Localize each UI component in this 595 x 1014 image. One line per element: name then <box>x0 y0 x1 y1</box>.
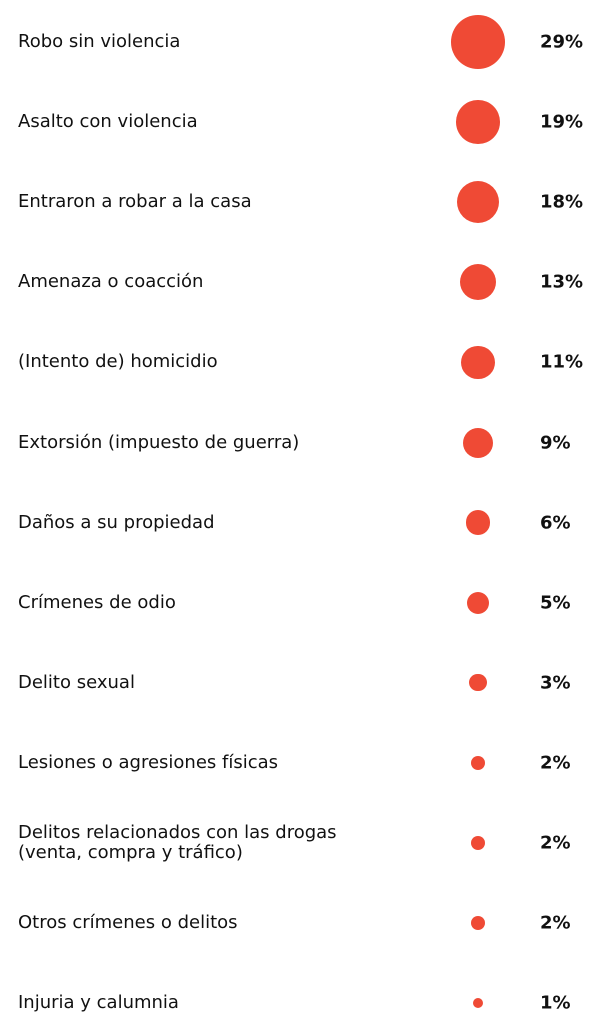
bubble <box>470 835 486 851</box>
category-label: Robo sin violencia <box>18 31 181 52</box>
category-label: Amenaza o coacción <box>18 271 204 293</box>
category-label: Entraron a robar a la casa <box>18 191 252 213</box>
value-label: 1% <box>540 992 571 1014</box>
bubble <box>465 510 491 535</box>
bubble <box>459 264 497 301</box>
value-label: 9% <box>540 432 571 453</box>
category-label: Extorsión (impuesto de guerra) <box>18 431 300 453</box>
value-label: 2% <box>540 912 571 934</box>
category-label: (Intento de) homicidio <box>18 351 218 373</box>
category-label: Otros crímenes o delitos <box>18 912 238 934</box>
category-label: Lesiones o agresiones físicas <box>18 751 279 773</box>
bubble <box>463 427 493 458</box>
value-label: 19% <box>540 111 584 133</box>
category-label: Injuria y calumnia <box>18 992 179 1014</box>
category-label: Delito sexual <box>18 671 135 693</box>
bubble <box>469 674 487 692</box>
value-label: 6% <box>540 512 571 534</box>
bubble <box>470 916 486 931</box>
value-label: 2% <box>540 832 571 854</box>
value-label: 11% <box>540 351 584 373</box>
category-label: Delitos relacionados con las drogas (ven… <box>18 822 337 863</box>
category-label: Asalto con violencia <box>18 111 198 133</box>
bubble <box>461 345 495 379</box>
category-label: Daños a su propiedad <box>18 511 215 533</box>
value-label: 5% <box>540 592 571 614</box>
bubble <box>451 15 505 69</box>
bubble <box>456 100 500 144</box>
value-label: 29% <box>540 31 584 53</box>
value-label: 2% <box>540 752 571 774</box>
bubble <box>470 755 486 770</box>
bubble <box>473 998 483 1009</box>
value-label: 3% <box>540 672 571 694</box>
bubble <box>466 591 490 614</box>
value-label: 13% <box>540 271 584 293</box>
value-label: 18% <box>540 191 584 213</box>
bubble <box>456 180 500 224</box>
category-label: Crímenes de odio <box>18 591 176 613</box>
